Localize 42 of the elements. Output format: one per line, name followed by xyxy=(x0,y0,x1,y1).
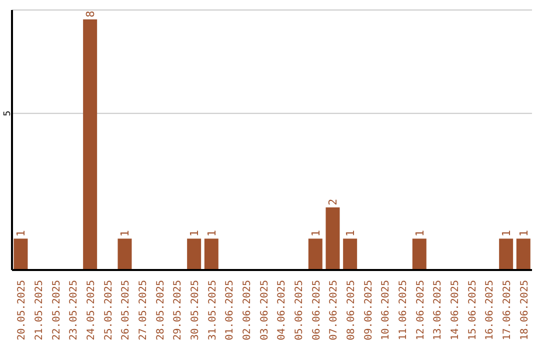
x-tick-label: 15.06.2025 xyxy=(467,280,478,340)
x-tick-label: 03.06.2025 xyxy=(259,280,270,340)
x-tick-label: 14.06.2025 xyxy=(450,280,461,340)
x-tick-label: 18.06.2025 xyxy=(519,280,530,340)
data-label: 1 xyxy=(517,230,530,237)
x-tick-label: 20.05.2025 xyxy=(16,280,28,340)
y-tick-label: 5 xyxy=(3,110,13,116)
x-tick-label: 12.06.2025 xyxy=(415,280,426,340)
data-label: 2 xyxy=(326,198,340,206)
x-tick-label: 23.05.2025 xyxy=(68,280,80,340)
x-tick-label: 08.06.2025 xyxy=(346,280,357,340)
data-label: 1 xyxy=(14,230,28,237)
x-tick-label: 29.05.2025 xyxy=(172,280,184,340)
x-tick-label: 17.06.2025 xyxy=(502,280,513,340)
x-tick-label: 28.05.2025 xyxy=(155,280,166,340)
x-tick-label: 22.05.2025 xyxy=(51,280,62,340)
x-tick-label: 16.06.2025 xyxy=(484,280,496,340)
x-tick-label: 09.06.2025 xyxy=(363,280,374,340)
x-tick-label: 13.06.2025 xyxy=(432,280,444,340)
data-label: 1 xyxy=(309,230,322,237)
x-tick-label: 06.06.2025 xyxy=(311,280,322,340)
data-label: 8 xyxy=(84,10,98,18)
x-tick-label: 21.05.2025 xyxy=(34,280,45,340)
x-tick-label: 02.06.2025 xyxy=(242,280,253,340)
x-tick-label: 07.06.2025 xyxy=(328,280,340,340)
x-tick-label: 30.05.2025 xyxy=(190,280,201,340)
x-tick-label: 11.06.2025 xyxy=(398,280,409,340)
x-tick-label: 31.05.2025 xyxy=(207,280,218,340)
x-tick-label: 25.05.2025 xyxy=(103,280,114,340)
data-label: 1 xyxy=(344,230,358,237)
x-tick-label: 26.05.2025 xyxy=(120,280,132,340)
x-tick-label: 24.05.2025 xyxy=(86,280,97,340)
data-label: 1 xyxy=(188,230,202,237)
data-label: 1 xyxy=(118,230,132,237)
data-label: 1 xyxy=(413,230,426,237)
x-tick-label: 04.06.2025 xyxy=(276,280,288,340)
x-tick-label: 27.05.2025 xyxy=(138,280,149,340)
x-tick-label: 05.06.2025 xyxy=(294,280,305,340)
data-label: 1 xyxy=(500,230,514,237)
x-tick-label: 01.06.2025 xyxy=(224,280,236,340)
data-label: 1 xyxy=(205,230,218,237)
x-tick-label: 10.06.2025 xyxy=(380,280,392,340)
